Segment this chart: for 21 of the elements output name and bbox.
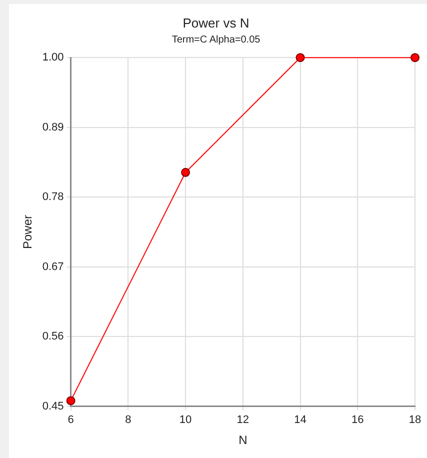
x-tick-label: 6 xyxy=(68,414,74,426)
x-tick-label: 8 xyxy=(125,414,132,426)
point xyxy=(66,396,76,406)
x-tick-label: 14 xyxy=(294,414,306,426)
x-tick-label: 16 xyxy=(352,414,364,426)
y-tick-label: 0.89 xyxy=(42,121,64,134)
x-axis-title: N xyxy=(238,433,248,448)
point xyxy=(410,53,420,62)
y-tick-label: 0.56 xyxy=(42,330,64,343)
point xyxy=(296,53,305,62)
y-axis-title: Power xyxy=(20,214,35,250)
x-tick-label: 10 xyxy=(179,414,192,426)
y-tick-label: 0.67 xyxy=(42,260,64,273)
point xyxy=(181,168,190,177)
y-tick-label: 0.45 xyxy=(42,400,64,412)
chart-title: Power vs N xyxy=(182,15,250,30)
x-tick-label: 18 xyxy=(408,414,422,426)
y-tick-label: 0.78 xyxy=(42,191,64,204)
x-tick-label: 12 xyxy=(236,414,250,426)
chart-subtitle: Term=C Alpha=0.05 xyxy=(172,34,261,46)
y-tick-label: 1.00 xyxy=(42,52,64,64)
